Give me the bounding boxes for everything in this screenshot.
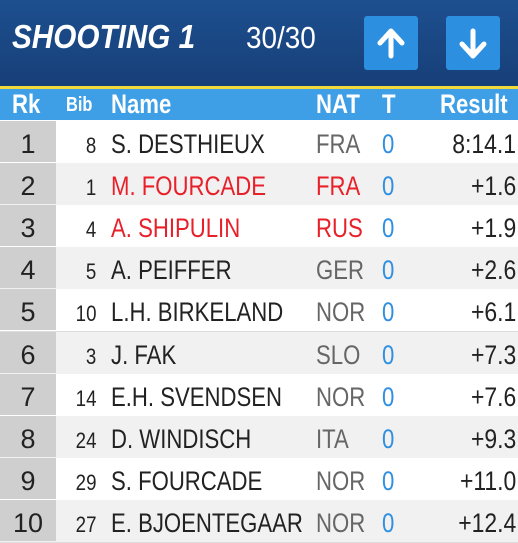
column-label: Bib [66, 94, 93, 116]
bib: 24 [75, 427, 96, 453]
rank-cell-bg [0, 247, 56, 289]
result: +6.1 [470, 297, 516, 328]
nation: FRA [316, 171, 361, 203]
header-bar: SHOOTING 1 30/30 [0, 0, 518, 89]
athlete-name: A. SHIPULIN [111, 213, 241, 244]
bib: 27 [75, 511, 96, 537]
column-label: Name [111, 89, 172, 119]
progress: 30/30 [246, 20, 316, 55]
result-row: 8 24 D. WINDISCH ITA 0 +9.3 [0, 415, 518, 459]
result-row: 7 14 E.H. SVENDSEN NOR 0 +7.6 [0, 373, 518, 417]
result: +12.4 [457, 507, 516, 538]
column-header: Rk Bib Name NAT T Result [0, 89, 518, 120]
penalties: 0 [382, 423, 395, 454]
result: +1.9 [470, 213, 516, 244]
bib: 5 [85, 259, 96, 285]
rank-cell-bg [0, 415, 56, 457]
result-row: 9 29 S. FOURCADE NOR 0 +11.0 [0, 457, 518, 501]
rank: 8 [20, 423, 36, 454]
athlete-name: D. WINDISCH [111, 423, 252, 454]
nation: NOR [316, 465, 366, 497]
athlete-name: S. DESTHIEUX [111, 129, 265, 159]
nation: NOR [316, 381, 366, 413]
athlete-name: J. FAK [111, 339, 177, 370]
result-row: 6 3 J. FAK SLO 0 +7.3 [0, 331, 518, 375]
result: +9.3 [470, 423, 516, 454]
rank-cell-bg [0, 331, 56, 373]
rank: 5 [20, 297, 36, 328]
up-arrow [377, 28, 405, 59]
rank: 7 [20, 381, 36, 412]
result-row: 2 1 M. FOURCADE FRA 0 +1.6 [0, 163, 518, 207]
nation: FRA [316, 129, 361, 160]
bib: 1 [85, 175, 96, 201]
athlete-name: S. FOURCADE [111, 465, 263, 496]
penalties: 0 [382, 381, 395, 412]
rank-cell-bg [0, 163, 56, 205]
athlete-name: E. BJOENTEGAAR [111, 507, 303, 538]
bib: 14 [75, 385, 96, 411]
bib: 8 [85, 133, 96, 158]
result: +7.3 [470, 339, 516, 370]
rank-cell-bg [0, 373, 56, 415]
bib: 4 [85, 217, 96, 243]
athlete-name: E.H. SVENDSEN [111, 381, 283, 412]
column-label: T [382, 89, 396, 119]
scroll-up-button[interactable] [364, 16, 418, 70]
scroll-down-button[interactable] [446, 16, 500, 70]
nation: NOR [316, 297, 366, 329]
column-label: NAT [316, 89, 360, 119]
penalties: 0 [382, 129, 395, 159]
result-row: 3 4 A. SHIPULIN RUS 0 +1.9 [0, 205, 518, 249]
penalties: 0 [382, 297, 395, 328]
rank: 1 [20, 129, 36, 159]
rank: 10 [12, 507, 44, 538]
result: +1.6 [470, 171, 516, 202]
penalties: 0 [382, 255, 395, 286]
bib: 3 [85, 343, 96, 369]
bib: 10 [75, 301, 96, 327]
rank-cell-bg [0, 289, 56, 331]
result-row: 10 27 E. BJOENTEGAAR NOR 0 +12.4 [0, 499, 518, 543]
rank: 4 [20, 255, 36, 286]
rank-cell-bg [0, 205, 56, 247]
nation: ITA [316, 423, 349, 455]
nation: NOR [316, 507, 366, 539]
title: SHOOTING 1 [12, 18, 196, 55]
rank-cell-bg [0, 457, 56, 499]
result: +7.6 [470, 381, 516, 412]
athlete-name: M. FOURCADE [111, 171, 266, 202]
result: 8:14.1 [452, 129, 516, 159]
down-arrow [459, 28, 487, 59]
rank-cell-bg [0, 121, 56, 162]
rank-cell-bg [0, 499, 56, 541]
column-label: Result [440, 89, 508, 119]
penalties: 0 [382, 339, 395, 370]
result-row: 5 10 L.H. BIRKELAND NOR 0 +6.1 [0, 289, 518, 333]
column-label: Rk [12, 89, 41, 119]
result-row: 1 8 S. DESTHIEUX FRA 0 8:14.1 [0, 121, 518, 164]
result: +11.0 [459, 465, 516, 496]
result-row: 4 5 A. PEIFFER GER 0 +2.6 [0, 247, 518, 291]
athlete-name: L.H. BIRKELAND [111, 297, 284, 328]
rank: 2 [20, 171, 36, 202]
result: +2.6 [470, 255, 516, 286]
rank: 3 [20, 213, 36, 244]
penalties: 0 [382, 171, 395, 202]
nation: SLO [316, 339, 361, 371]
rank: 9 [20, 465, 36, 496]
penalties: 0 [382, 465, 395, 496]
nation: RUS [316, 213, 363, 245]
nation: GER [316, 255, 364, 287]
rank: 6 [20, 339, 36, 370]
penalties: 0 [382, 213, 395, 244]
athlete-name: A. PEIFFER [111, 255, 232, 286]
penalties: 0 [382, 507, 395, 538]
bib: 29 [75, 469, 96, 495]
